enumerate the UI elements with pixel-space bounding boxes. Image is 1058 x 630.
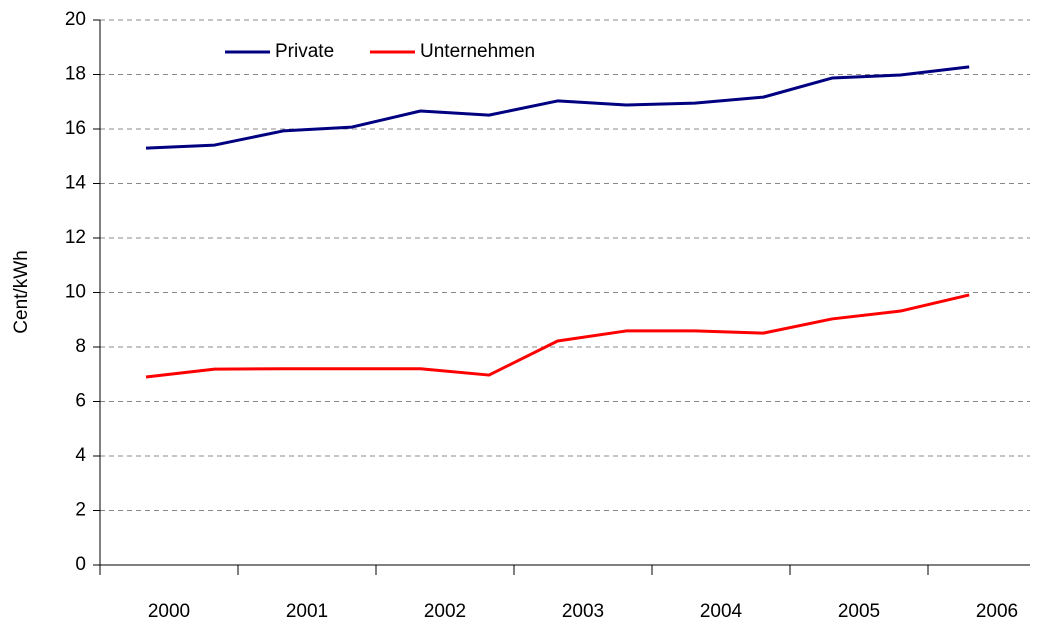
y-tick-label: 0 <box>75 554 86 575</box>
x-tick-label: 2002 <box>424 601 466 622</box>
y-tick-label: 12 <box>65 227 86 248</box>
x-tick-label: 2006 <box>976 601 1018 622</box>
y-tick-label: 2 <box>75 500 86 521</box>
y-tick-label: 16 <box>65 118 86 139</box>
series-line <box>145 65 970 150</box>
y-tick-label: 18 <box>65 64 86 85</box>
series-line <box>145 293 970 379</box>
y-tick-label: 6 <box>75 391 86 412</box>
x-tick-label: 2001 <box>286 601 328 622</box>
x-tick-label: 2004 <box>700 601 743 622</box>
y-tick-label: 14 <box>65 173 87 194</box>
y-tick-label: 20 <box>65 9 86 30</box>
legend-label: Unternehmen <box>420 41 535 62</box>
y-axis-label: Cent/kWh <box>11 250 32 333</box>
y-tick-label: 4 <box>75 445 86 466</box>
x-tick-label: 2000 <box>148 601 190 622</box>
x-tick-label: 2003 <box>562 601 604 622</box>
y-tick-label: 10 <box>65 282 86 303</box>
legend-label: Private <box>275 41 334 62</box>
y-tick-label: 8 <box>75 336 86 357</box>
x-tick-label: 2005 <box>838 601 880 622</box>
